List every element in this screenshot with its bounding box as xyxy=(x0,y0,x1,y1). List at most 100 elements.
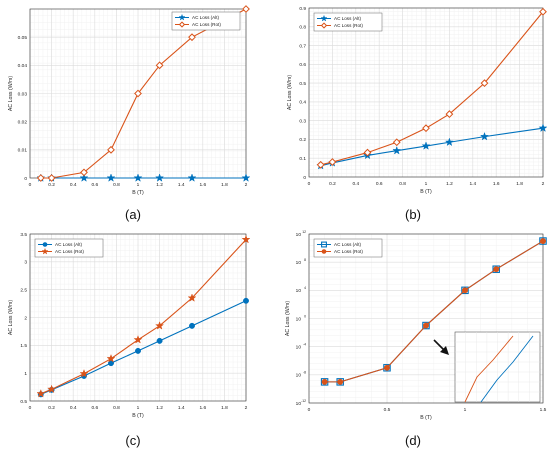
x-axis-label: B (T) xyxy=(132,190,144,196)
data-point xyxy=(444,137,454,147)
y-axis-label: AC Loss (W/m) xyxy=(8,300,14,335)
legend-marker xyxy=(42,242,48,247)
data-point xyxy=(241,234,251,244)
legend-entry: AC Loss (Rot) xyxy=(334,23,363,28)
y-tick-label: 0.6 xyxy=(299,62,306,68)
panel-label-b: (b) xyxy=(405,207,421,222)
data-point xyxy=(47,174,56,182)
y-tick-label: 0.8 xyxy=(299,25,306,31)
series-alt xyxy=(36,173,251,182)
x-tick-label: 0.2 xyxy=(329,181,336,187)
data-point xyxy=(422,321,430,330)
data-point xyxy=(187,293,197,302)
x-tick-label: 1.4 xyxy=(178,405,185,411)
legend: AC Loss (Alt) AC Loss (Rot) xyxy=(171,11,241,31)
x-tick-label: 1.5 xyxy=(540,407,547,413)
data-point xyxy=(47,384,57,394)
axes-frame xyxy=(29,233,247,402)
panel-label-c: (c) xyxy=(125,433,140,448)
series-line xyxy=(320,127,544,167)
data-point xyxy=(540,238,546,245)
y-tick-label: 10 xyxy=(296,401,302,407)
x-tick-label: 2 xyxy=(245,405,248,411)
data-point xyxy=(461,286,469,295)
series-rot xyxy=(321,238,546,385)
legend-marker xyxy=(178,21,186,28)
y-tick-label: 0.01 xyxy=(18,148,28,154)
x-tick-label: 1.8 xyxy=(221,405,228,411)
y-tick-label: 0.9 xyxy=(299,6,306,12)
data-point xyxy=(189,322,195,329)
inset-curve-rot xyxy=(464,335,514,403)
data-point xyxy=(316,160,325,169)
legend: AC Loss (Alt) AC Loss (Rot) xyxy=(313,12,383,32)
x-tick-label: 1.8 xyxy=(516,181,523,187)
x-tick-label: 1 xyxy=(137,182,140,188)
x-tick-label: 0.5 xyxy=(384,407,391,413)
y-tick-label: 0.5 xyxy=(20,399,27,405)
panel-label-d: (d) xyxy=(405,433,421,448)
data-point xyxy=(36,174,45,182)
legend-entry: AC Loss (Alt) xyxy=(192,15,220,20)
data-point xyxy=(241,173,251,182)
y-tick-label: 1 xyxy=(24,371,27,377)
legend-entry: AC Loss (Rot) xyxy=(55,249,84,254)
y-tick-label: 0 xyxy=(303,175,306,181)
x-axis-label: B (T) xyxy=(420,189,432,195)
zoom-inset xyxy=(454,331,541,403)
y-tick-exponent: -4 xyxy=(303,342,306,346)
data-point xyxy=(538,123,548,133)
x-tick-label: 1.6 xyxy=(199,405,206,411)
data-point xyxy=(155,321,165,330)
data-point xyxy=(80,168,88,177)
legend: AC Loss (Alt) AC Loss (Rot) xyxy=(34,238,104,258)
x-tick-label: 0.8 xyxy=(113,182,120,188)
x-tick-label: 1.8 xyxy=(221,182,228,188)
x-axis-label: B (T) xyxy=(132,413,144,419)
x-tick-label: 0.4 xyxy=(70,182,77,188)
axes-frame xyxy=(308,233,544,404)
axes-frame xyxy=(308,7,544,178)
x-tick-label: 1.6 xyxy=(493,181,500,187)
y-tick-label: 3 xyxy=(24,260,27,266)
y-tick-label: 0 xyxy=(24,176,27,182)
data-point xyxy=(480,79,489,88)
legend-entry: AC Loss (Rot) xyxy=(192,22,221,27)
legend-entry: AC Loss (Alt) xyxy=(55,242,83,247)
legend-box xyxy=(313,238,383,258)
x-tick-label: 0.2 xyxy=(48,182,55,188)
x-tick-label: 0.4 xyxy=(352,181,359,187)
x-tick-label: 1.2 xyxy=(446,181,453,187)
grid xyxy=(308,7,544,178)
y-tick-label: 1.5 xyxy=(20,343,27,349)
series-line xyxy=(40,8,247,179)
y-tick-exponent: 12 xyxy=(302,230,306,234)
y-tick-label: 0.5 xyxy=(299,81,306,87)
data-point xyxy=(106,353,116,363)
legend-marker xyxy=(178,13,186,21)
x-tick-label: 1.2 xyxy=(156,182,163,188)
data-point xyxy=(155,173,165,182)
x-tick-label: 0.6 xyxy=(91,405,98,411)
data-point xyxy=(242,5,250,13)
legend-marker xyxy=(321,249,327,254)
inset-curve-alt xyxy=(480,335,534,403)
data-point xyxy=(36,388,46,398)
chart-panel-a: 0 0.2 0.4 0.6 0.8 1 1.2 1.4 1.6 1.8 2 0 0.01 0.02 0.03… xyxy=(8,5,251,196)
data-point xyxy=(243,297,249,304)
x-tick-label: 1.4 xyxy=(469,181,476,187)
x-tick-label: 1 xyxy=(137,405,140,411)
x-tick-label: 2 xyxy=(245,182,248,188)
data-point xyxy=(462,287,468,294)
series-rot xyxy=(316,7,547,169)
y-tick-label: 0.2 xyxy=(299,137,306,143)
data-point xyxy=(133,173,143,182)
data-point xyxy=(135,347,141,354)
legend-box xyxy=(313,12,383,32)
y-tick-label: 0.04 xyxy=(18,63,28,69)
data-point xyxy=(188,33,196,42)
x-tick-label: 0.8 xyxy=(399,181,406,187)
x-tick-label: 1.4 xyxy=(178,182,185,188)
data-point xyxy=(383,364,391,372)
